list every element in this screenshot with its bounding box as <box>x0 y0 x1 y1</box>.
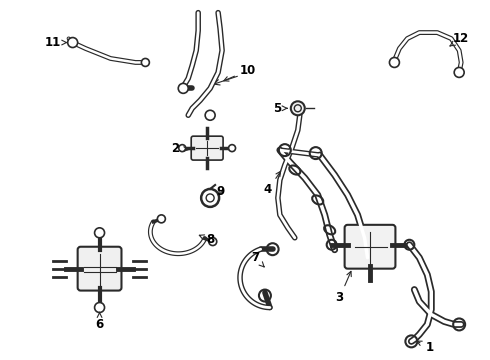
Circle shape <box>179 145 186 152</box>
Text: 12: 12 <box>450 32 469 46</box>
Circle shape <box>157 215 165 223</box>
FancyBboxPatch shape <box>77 247 122 291</box>
Text: 11: 11 <box>45 36 67 49</box>
Text: 1: 1 <box>417 341 433 354</box>
Circle shape <box>390 58 399 67</box>
Circle shape <box>209 238 217 246</box>
Circle shape <box>178 84 188 93</box>
Text: 9: 9 <box>216 185 224 198</box>
Text: 7: 7 <box>251 251 264 267</box>
Circle shape <box>142 58 149 67</box>
Circle shape <box>228 145 236 152</box>
Text: 6: 6 <box>96 312 104 331</box>
Text: 2: 2 <box>171 141 188 155</box>
Text: 10: 10 <box>224 64 256 81</box>
FancyBboxPatch shape <box>191 136 223 160</box>
Circle shape <box>95 228 104 238</box>
Circle shape <box>201 189 219 207</box>
Circle shape <box>68 37 77 48</box>
FancyBboxPatch shape <box>344 225 395 269</box>
Text: 8: 8 <box>199 233 214 246</box>
Text: 4: 4 <box>264 171 281 197</box>
Circle shape <box>454 67 464 77</box>
Text: 3: 3 <box>336 271 351 304</box>
Circle shape <box>95 302 104 312</box>
Circle shape <box>205 110 215 120</box>
Circle shape <box>291 101 305 115</box>
Text: 5: 5 <box>273 102 287 115</box>
